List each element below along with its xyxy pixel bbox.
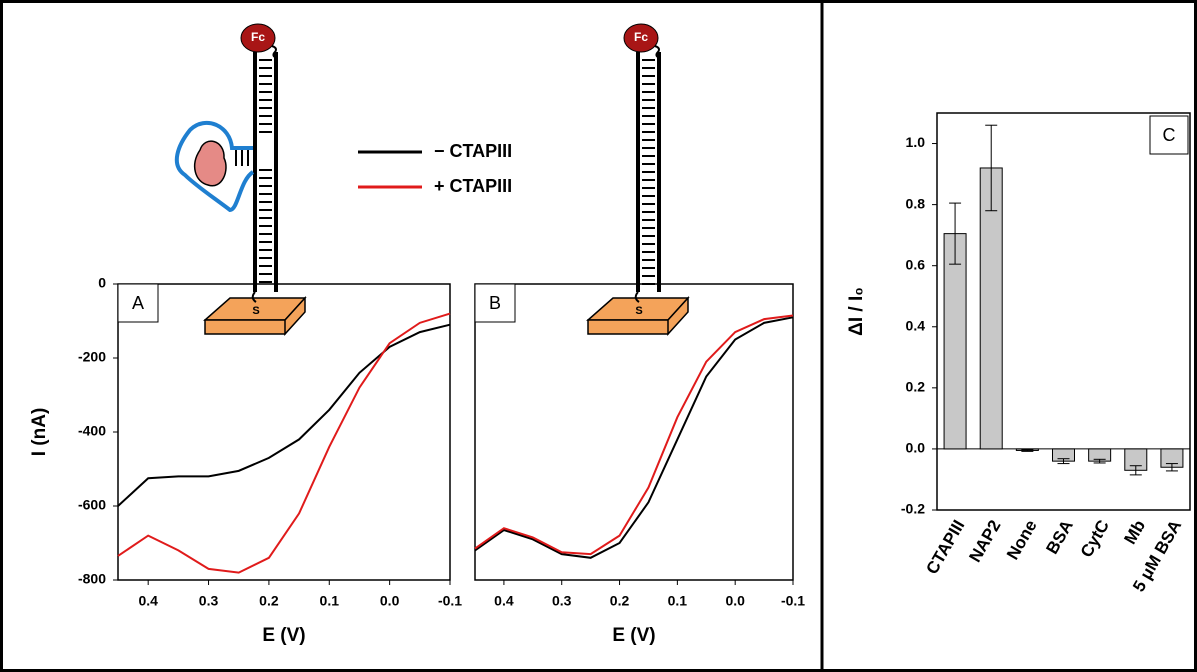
x-tick-label: 0.3 xyxy=(199,593,219,609)
surface-label: S xyxy=(635,305,642,317)
curve xyxy=(117,323,451,507)
error-bar xyxy=(1165,463,1178,472)
x-tick-label: 0.2 xyxy=(259,593,279,609)
panel-label: B xyxy=(489,293,501,313)
surface-label: S xyxy=(252,305,259,317)
y-tick-label: 1.0 xyxy=(906,134,926,150)
y-tick-label: 0.0 xyxy=(906,440,926,456)
x-tick-label: None xyxy=(1003,517,1041,563)
y-tick-label: -0.2 xyxy=(901,501,925,517)
panel-label: A xyxy=(132,293,144,313)
panel-label: C xyxy=(1163,125,1176,145)
x-tick-label: 0.0 xyxy=(725,593,745,609)
probe-label: Fc xyxy=(251,30,265,44)
error-bar xyxy=(1021,449,1034,452)
curve xyxy=(474,314,794,556)
aptamer-diagram: S Fc xyxy=(174,23,307,336)
plot-frame xyxy=(936,112,1191,511)
x-tick-label: CytC xyxy=(1077,517,1113,561)
error-bar xyxy=(1093,458,1106,464)
y-tick-label: 0.8 xyxy=(906,195,926,211)
x-tick-label: 0.2 xyxy=(610,593,630,609)
legend-label: − CTAPIII xyxy=(434,141,512,161)
x-tick-label: 0.0 xyxy=(380,593,400,609)
x-tick-label: 0.3 xyxy=(552,593,572,609)
curve xyxy=(117,312,451,574)
error-bar xyxy=(1129,465,1142,476)
y-tick-label: 0.2 xyxy=(906,379,926,395)
y-tick-label: -400 xyxy=(78,423,106,439)
x-tick-label: -0.1 xyxy=(438,593,462,609)
panel-label-box xyxy=(474,283,516,323)
error-bar xyxy=(985,124,998,212)
y-tick-label: -200 xyxy=(78,349,106,365)
y-tick-label: 0.6 xyxy=(906,256,926,272)
x-tick-label: 0.4 xyxy=(494,593,514,609)
panel-label-box xyxy=(117,283,159,323)
x-tick-label: -0.1 xyxy=(781,593,805,609)
y-axis-label: ΔI / I₀ xyxy=(846,287,867,336)
probe-label: Fc xyxy=(634,30,648,44)
x-tick-label: 0.1 xyxy=(320,593,340,609)
x-tick-label: CTAPIII xyxy=(922,517,968,578)
y-axis-label: I (nA) xyxy=(29,408,50,457)
x-tick-label: BSA xyxy=(1042,517,1076,558)
error-bar xyxy=(949,202,962,265)
y-tick-label: -800 xyxy=(78,571,106,587)
x-tick-label: 0.1 xyxy=(668,593,688,609)
bar xyxy=(943,233,967,450)
x-tick-label: Mb xyxy=(1120,517,1149,548)
x-axis-label: E (V) xyxy=(262,625,305,646)
panel-label-box xyxy=(1149,115,1189,155)
curve xyxy=(474,316,794,559)
x-tick-label: 0.4 xyxy=(138,593,158,609)
y-tick-label: -600 xyxy=(78,497,106,513)
x-axis-label: E (V) xyxy=(612,625,655,646)
y-tick-label: 0.4 xyxy=(906,317,926,333)
error-bar xyxy=(1057,458,1070,465)
legend-label: + CTAPIII xyxy=(434,176,512,196)
plot-frame xyxy=(474,283,794,581)
y-tick-label: 0 xyxy=(98,275,106,291)
x-tick-label: NAP2 xyxy=(965,517,1004,566)
aptamer-diagram: S Fc xyxy=(586,23,690,336)
